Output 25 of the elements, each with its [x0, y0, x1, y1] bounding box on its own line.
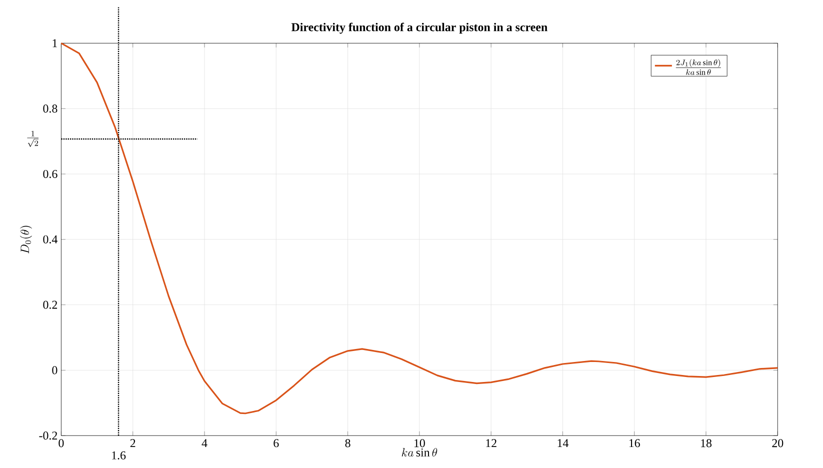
- x-tick-label: 6: [274, 439, 279, 448]
- x-tick-label: 16: [629, 439, 640, 448]
- x-tick-label: 10: [414, 439, 425, 448]
- x-tick-label: 8: [345, 439, 350, 448]
- x-tick-label: 2: [130, 439, 136, 448]
- y-tick-label: 0: [52, 366, 58, 374]
- y-tick-label: -0.2: [39, 432, 58, 440]
- x-tick-label: 14: [558, 439, 569, 448]
- legend-label: $\frac{2J_1(ka\sin\theta)}{ka\sin\theta}$: [676, 59, 721, 75]
- y-tick-label: 0.2: [43, 300, 58, 309]
- y-tick-label: 0.8: [43, 104, 58, 113]
- chart-title: Directivity function of a circular piston in a screen: [291, 22, 548, 34]
- x-axis-title: $ka\sin\theta$: [402, 448, 438, 456]
- y-tick-label: 0.4: [43, 235, 58, 244]
- ref-line-label: $\frac{1}{\sqrt{2}}$: [27, 130, 38, 147]
- x-tick-label: 4: [202, 439, 208, 448]
- y-axis-title: $D_0(\theta)$: [20, 226, 32, 254]
- x-tick-label: 18: [701, 439, 712, 448]
- ref-line-label: 1.6: [112, 451, 126, 460]
- line-series: [60, 42, 778, 414]
- x-tick-label: 20: [772, 439, 784, 448]
- y-tick-label: 1: [52, 39, 57, 48]
- y-tick-label: 0.6: [43, 170, 58, 178]
- x-tick-label: 12: [486, 439, 496, 448]
- x-tick-label: 0: [58, 439, 64, 448]
